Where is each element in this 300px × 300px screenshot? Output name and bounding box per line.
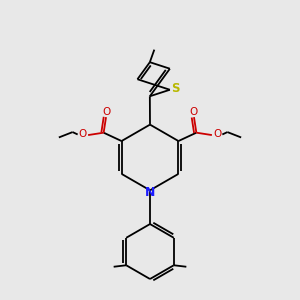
Text: N: N (145, 186, 155, 199)
Text: S: S (171, 82, 179, 95)
Text: O: O (190, 107, 198, 117)
Text: O: O (213, 130, 221, 140)
Text: O: O (102, 107, 110, 117)
Text: O: O (79, 130, 87, 140)
